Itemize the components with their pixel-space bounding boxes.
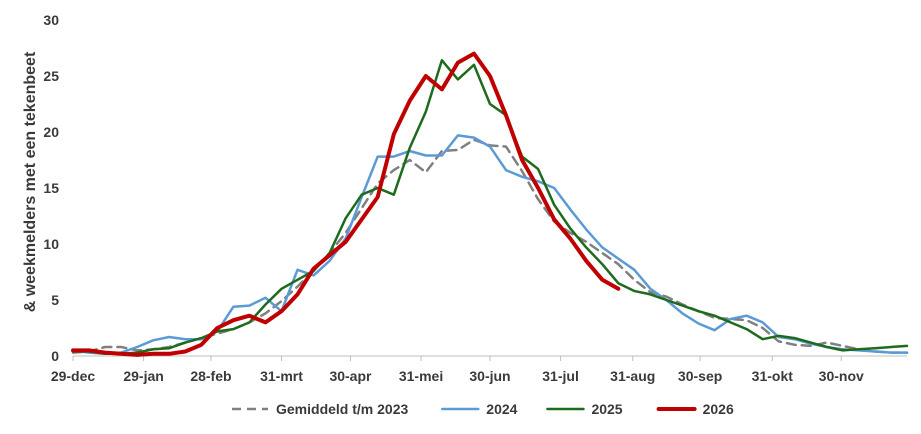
y-tick-label: 0	[51, 348, 59, 364]
legend-label: Gemiddeld t/m 2023	[276, 401, 408, 417]
legend-label: 2024	[486, 401, 517, 417]
x-tick-label: 30-apr	[329, 368, 372, 384]
series-line-2024	[71, 134, 909, 356]
x-axis-ticks: 29-dec 29-jan 28-feb 31-mrt 30-apr 31-mei 30-j…	[51, 356, 864, 384]
y-tick-label: 30	[43, 12, 59, 28]
y-tick-label: 20	[43, 124, 59, 140]
series-line-2026	[71, 51, 621, 357]
x-tick-label: 31-jul	[542, 368, 579, 384]
y-tick-label: 5	[51, 292, 59, 308]
x-tick-label: 29-jan	[123, 368, 163, 384]
legend: Gemiddeld t/m 2023 2024 2025 2026	[232, 401, 734, 417]
y-tick-label: 15	[43, 180, 59, 196]
series-line-2025	[71, 59, 909, 356]
legend-label: 2026	[703, 401, 734, 417]
x-tick-label: 30-nov	[819, 368, 864, 384]
x-tick-label: 31-aug	[610, 368, 655, 384]
x-tick-label: 28-feb	[190, 368, 231, 384]
x-tick-label: 30-sep	[678, 368, 722, 384]
legend-label: 2025	[591, 401, 622, 417]
series-line-gemiddeld-t-m-2023	[71, 138, 909, 354]
x-tick-label: 31-okt	[752, 368, 794, 384]
y-tick-label: 10	[43, 236, 59, 252]
x-tick-label: 30-jun	[469, 368, 510, 384]
x-tick-label: 31-mrt	[260, 368, 303, 384]
x-tick-label: 29-dec	[51, 368, 96, 384]
y-axis-title: & weekmelders met een tekenbeet	[22, 51, 39, 312]
series-lines	[71, 51, 909, 357]
x-tick-label: 31-mei	[399, 368, 443, 384]
y-tick-label: 25	[43, 68, 59, 84]
y-axis-ticks: 0 5 10 15 20 25 30	[43, 12, 59, 364]
